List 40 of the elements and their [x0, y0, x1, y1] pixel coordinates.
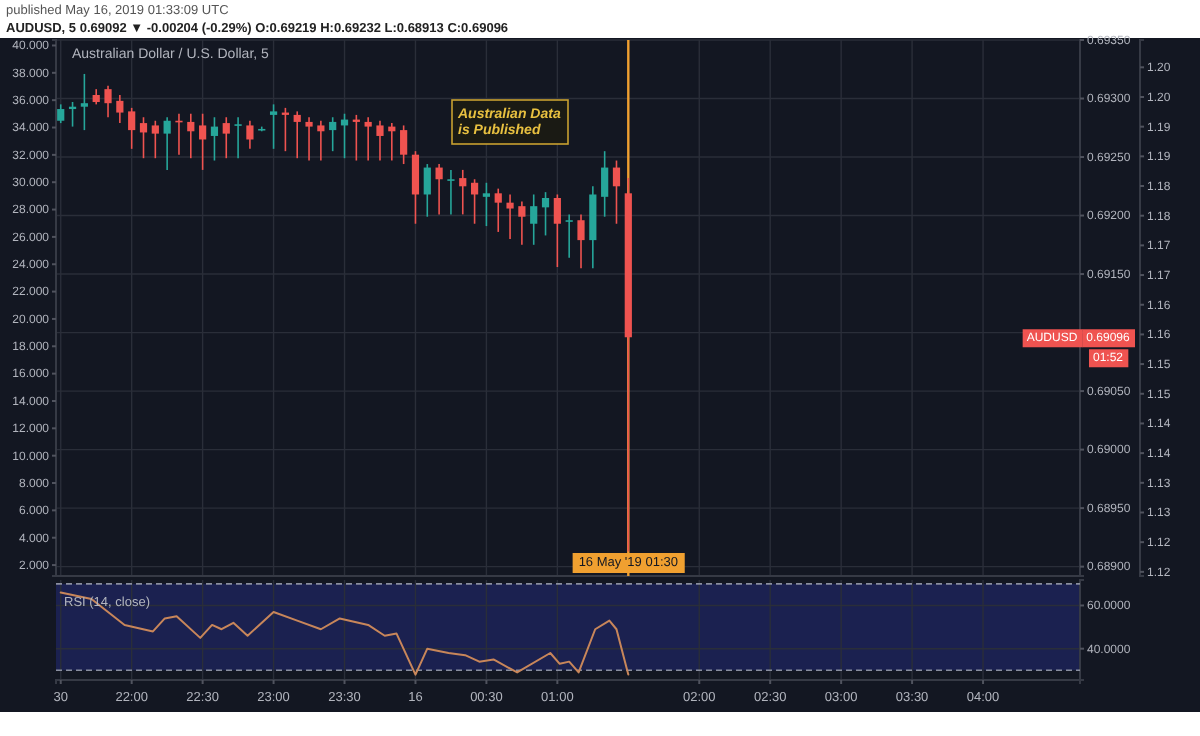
candlestick: [329, 116, 337, 152]
candlestick: [269, 103, 278, 150]
candlestick: [541, 191, 550, 237]
candlestick: [530, 193, 538, 246]
candlestick: [601, 150, 609, 218]
candlestick: [376, 119, 384, 162]
candlestick: [139, 116, 148, 159]
candlestick: [565, 213, 573, 259]
candlestick: [553, 193, 561, 268]
candlestick: [234, 116, 242, 159]
candlestick: [447, 169, 455, 216]
candlestick: [506, 193, 514, 240]
candlestick: [364, 116, 372, 162]
candlestick: [116, 94, 124, 124]
candlestick: [518, 200, 526, 246]
candlestick: [317, 119, 325, 162]
candlestick: [612, 159, 621, 225]
candlestick: [104, 84, 112, 119]
candlestick: [470, 178, 479, 225]
candlestick: [423, 163, 431, 218]
candlestick: [482, 181, 491, 227]
candlestick: [210, 116, 219, 162]
candlestick: [199, 112, 207, 171]
candlestick: [187, 112, 195, 159]
candlestick: [577, 213, 585, 270]
candlestick: [459, 169, 467, 216]
candlestick: [411, 150, 420, 225]
candlestick: [163, 116, 171, 171]
line-series: [59, 591, 630, 676]
candlestick: [80, 73, 88, 131]
candlestick: [305, 116, 313, 162]
candlestick: [494, 187, 502, 233]
candlestick: [589, 185, 597, 270]
candlestick: [400, 124, 408, 165]
candlestick: [435, 163, 443, 216]
candlestick: [293, 110, 301, 159]
candlestick: [246, 119, 254, 150]
candlestick: [128, 107, 136, 150]
candlestick: [222, 116, 230, 159]
candlestick: [151, 119, 159, 159]
